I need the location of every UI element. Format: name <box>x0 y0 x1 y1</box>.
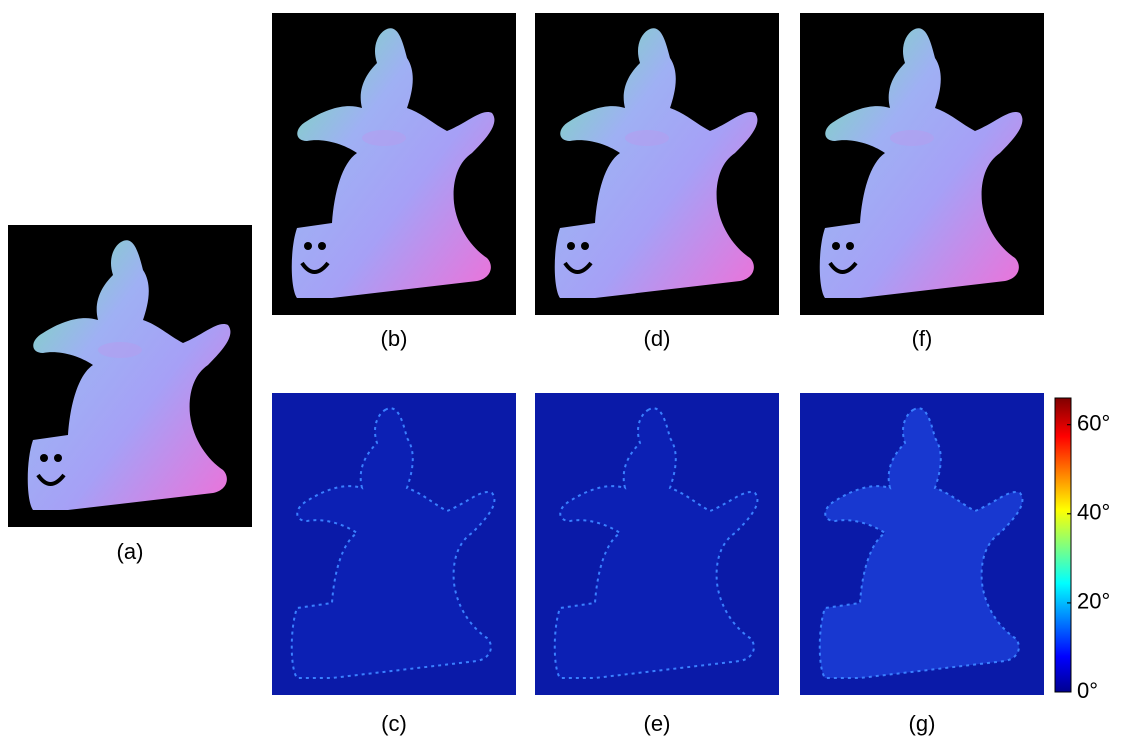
eye <box>54 454 62 462</box>
eye <box>567 242 575 250</box>
panel <box>535 13 779 315</box>
bowtie <box>98 342 142 358</box>
panel <box>800 13 1044 315</box>
eye <box>846 242 854 250</box>
panel <box>272 13 516 315</box>
bowtie <box>625 130 669 146</box>
eye <box>40 454 48 462</box>
eye <box>304 242 312 250</box>
panel-label: (c) <box>381 711 407 736</box>
figure: (a) (b) (d) (f) (c) (e) (g) 0° 20° 40° 60° <box>0 0 1134 745</box>
panel <box>8 225 252 527</box>
eye <box>832 242 840 250</box>
panel <box>535 393 779 695</box>
colorbar-tick-label: 20° <box>1077 589 1110 614</box>
panel-label: (b) <box>381 326 408 351</box>
panel-label: (d) <box>644 326 671 351</box>
panel-label: (a) <box>117 539 144 564</box>
colorbar <box>1055 398 1071 692</box>
panel-label: (e) <box>644 711 671 736</box>
eye <box>318 242 326 250</box>
bowtie <box>890 130 934 146</box>
colorbar-tick-label: 0° <box>1077 678 1098 703</box>
panel <box>272 393 516 695</box>
colorbar-tick-label: 40° <box>1077 500 1110 525</box>
panel <box>800 393 1044 695</box>
eye <box>581 242 589 250</box>
colorbar-tick-label: 60° <box>1077 411 1110 436</box>
panel-label: (f) <box>912 326 933 351</box>
bowtie <box>362 130 406 146</box>
panel-label: (g) <box>909 711 936 736</box>
